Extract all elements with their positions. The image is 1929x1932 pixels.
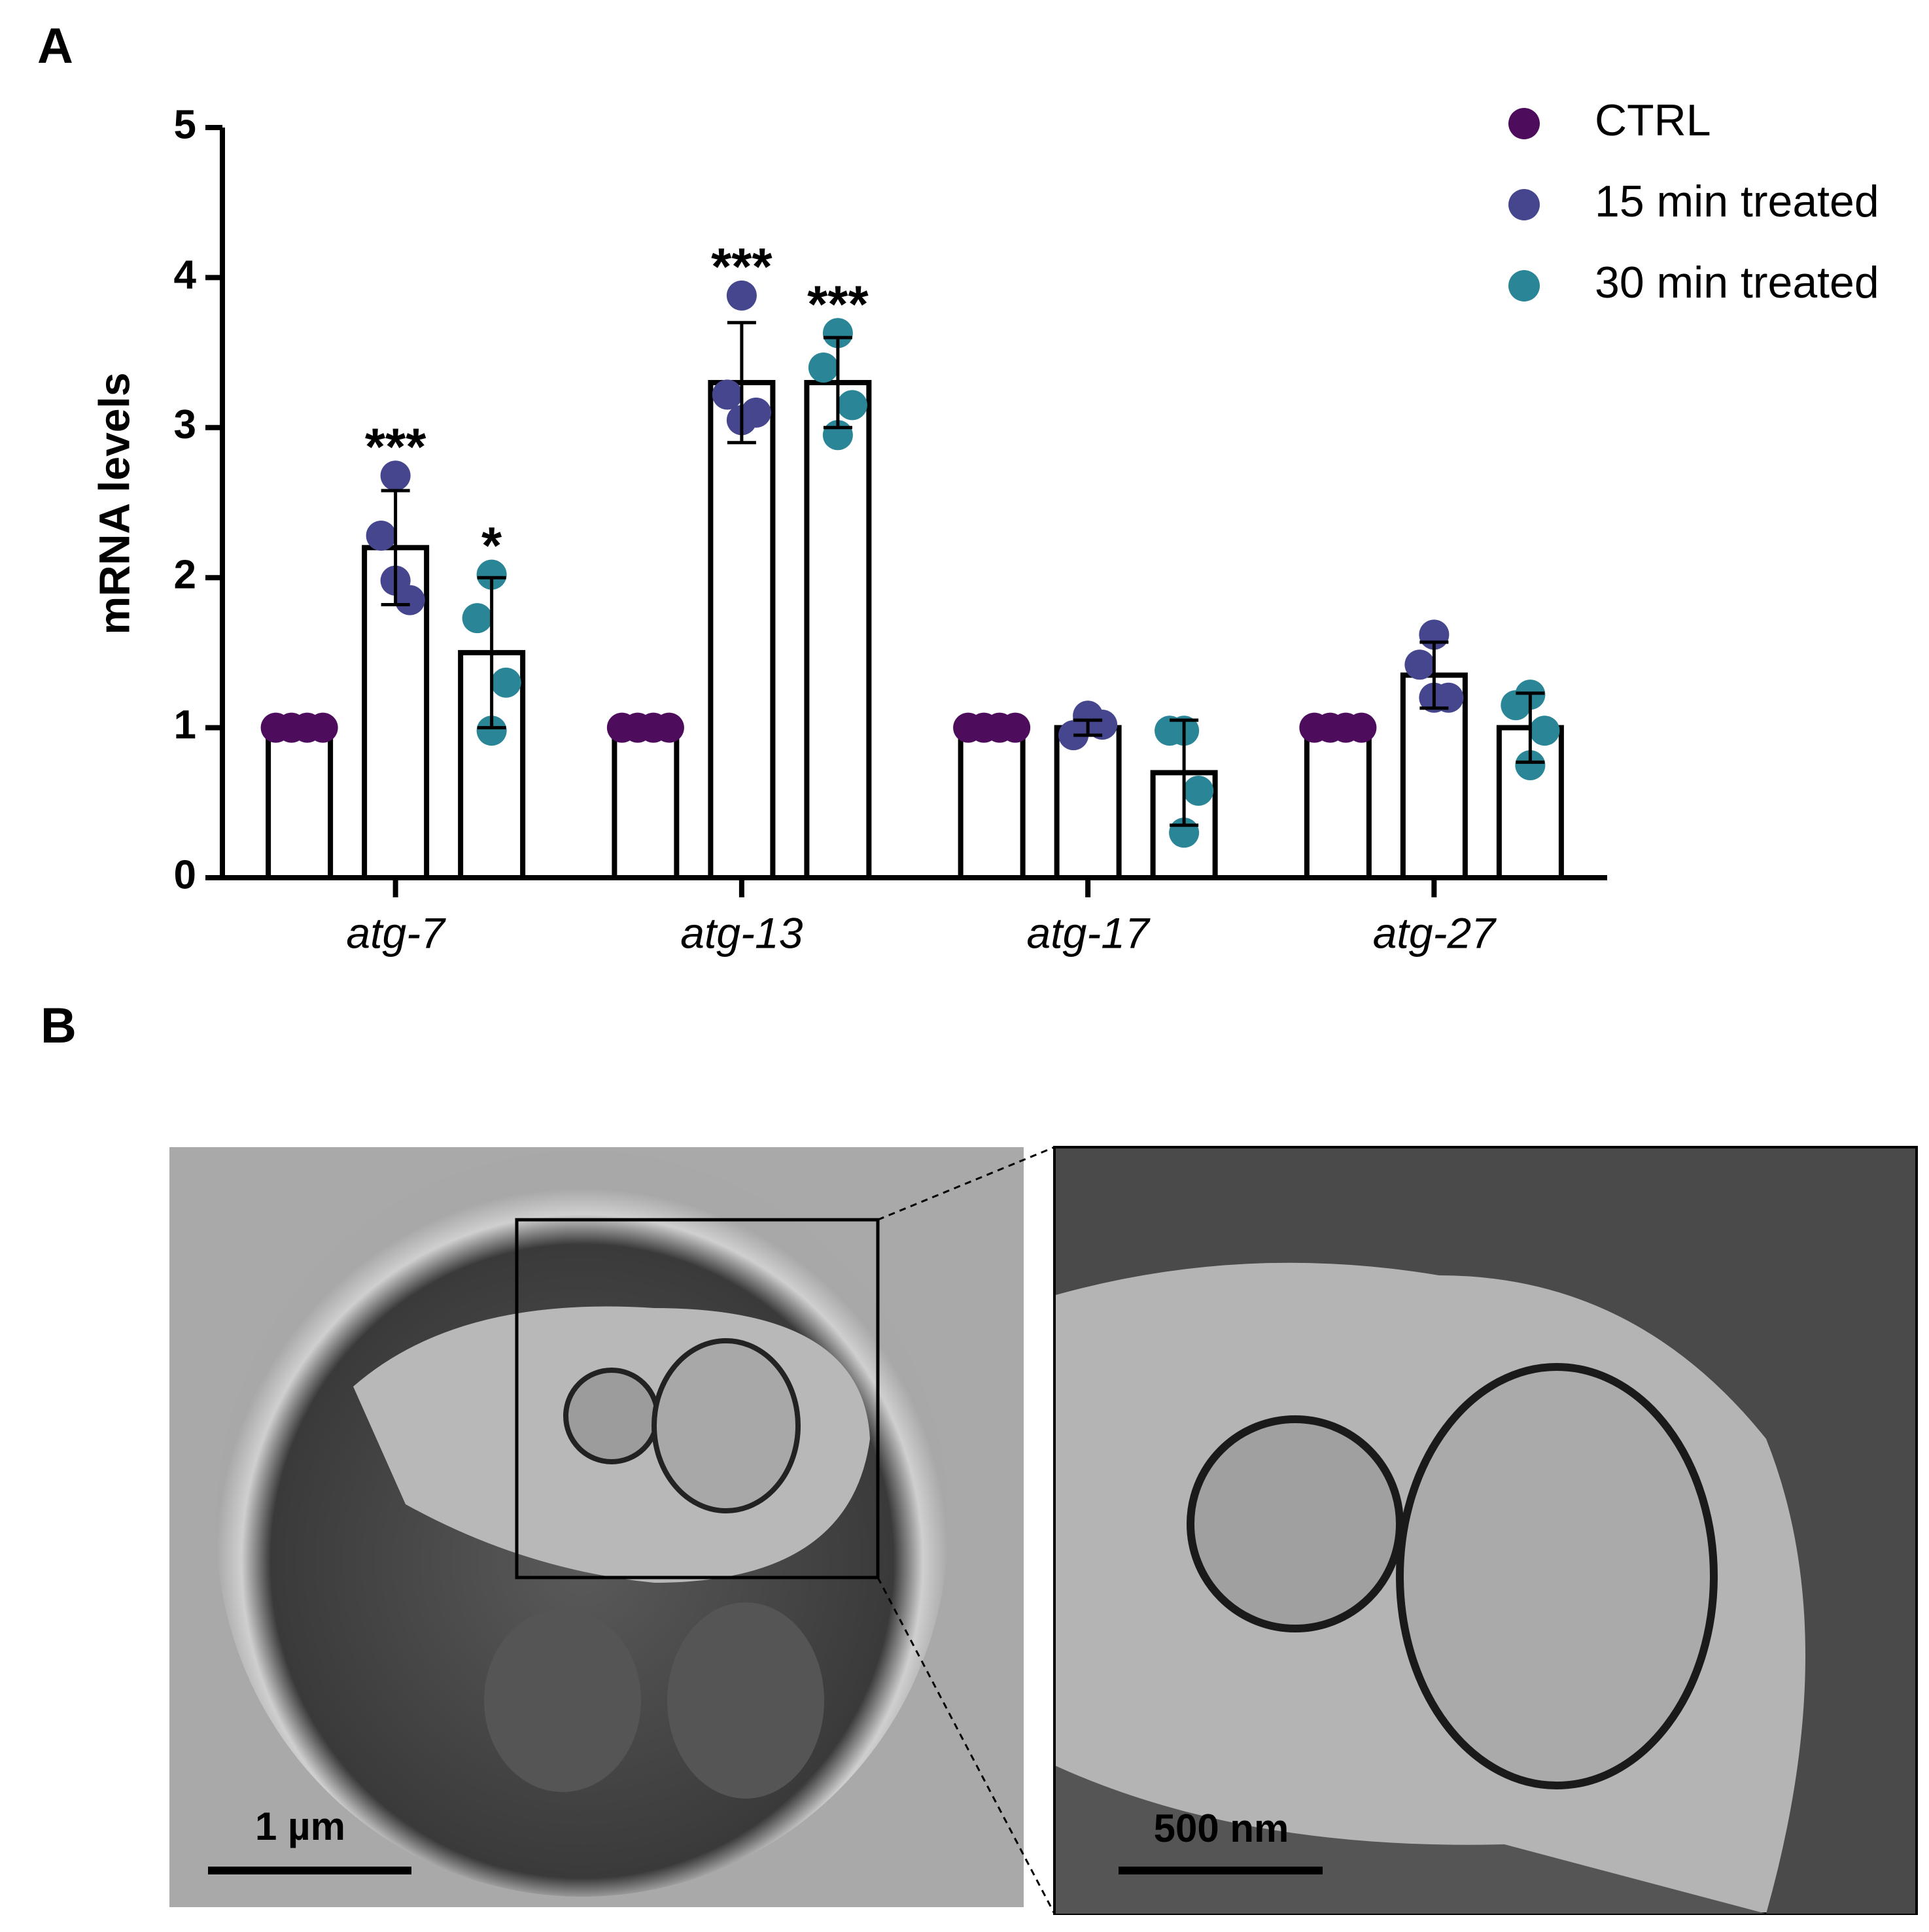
bar (958, 725, 1026, 880)
data-point (1529, 716, 1560, 746)
x-tick-label: atg-27 (1373, 908, 1497, 957)
y-tick-label: 1 (174, 702, 196, 748)
panel-label: B (41, 998, 77, 1054)
data-point (366, 520, 396, 551)
data-point (726, 280, 757, 311)
error-bar (727, 320, 756, 445)
data-point (491, 667, 521, 698)
bar (804, 379, 872, 880)
significance: * (481, 517, 502, 575)
legend-label: CTRL (1595, 95, 1711, 145)
data-point (1515, 750, 1546, 780)
bar (266, 725, 334, 880)
data-point (653, 712, 684, 743)
y-tick-label: 4 (174, 252, 197, 298)
data-point (1404, 649, 1435, 680)
legend-marker (1508, 189, 1540, 220)
data-point (837, 390, 867, 421)
error-bar (823, 336, 852, 430)
significance: *** (711, 237, 773, 296)
bar (708, 379, 776, 880)
data-point (1000, 712, 1031, 743)
data-point (1155, 716, 1185, 746)
data-point (476, 716, 507, 746)
axes (220, 128, 1607, 880)
data-point (712, 379, 742, 410)
legend-label: 15 min treated (1595, 177, 1879, 226)
x-tick-label: atg-17 (1027, 908, 1151, 957)
y-tick-label: 2 (174, 553, 196, 598)
zoom-line (877, 1577, 1056, 1914)
micrograph-right (1053, 1146, 1918, 1915)
micrograph-left (169, 1147, 1024, 1907)
legend-label: 30 min treated (1595, 258, 1879, 307)
error-bar (381, 489, 410, 606)
legend-marker (1508, 108, 1540, 139)
bar (612, 725, 680, 880)
significance: *** (365, 417, 426, 475)
error-bar (1516, 691, 1545, 764)
scale-bar-label: 500 nm (1154, 1806, 1289, 1850)
data-point (380, 460, 411, 491)
data-point (462, 603, 493, 634)
legend-marker (1508, 270, 1540, 302)
bar (1054, 725, 1122, 880)
data-point (476, 559, 507, 590)
error-bar (1073, 718, 1103, 737)
error-bar (1419, 640, 1449, 710)
x-tick-label: atg-7 (346, 908, 446, 957)
error-bar (477, 576, 506, 730)
data-point (1346, 712, 1377, 743)
data-point (1183, 775, 1214, 806)
data-point (307, 712, 338, 743)
data-point (822, 318, 853, 349)
x-tick-label: atg-13 (680, 908, 803, 957)
y-tick-label: 5 (174, 102, 196, 147)
zoom-line (877, 1146, 1055, 1221)
data-point (808, 353, 839, 383)
y-tick-label: 3 (174, 402, 196, 447)
y-axis-label: mRNA levels (90, 372, 138, 634)
panel-label: A (37, 18, 73, 74)
bar (1304, 725, 1372, 880)
data-point (1501, 690, 1531, 721)
significance: *** (807, 275, 869, 333)
scale-bar-label: 1 µm (255, 1804, 345, 1848)
error-bar (1170, 718, 1199, 827)
y-tick-label: 0 (174, 852, 196, 897)
